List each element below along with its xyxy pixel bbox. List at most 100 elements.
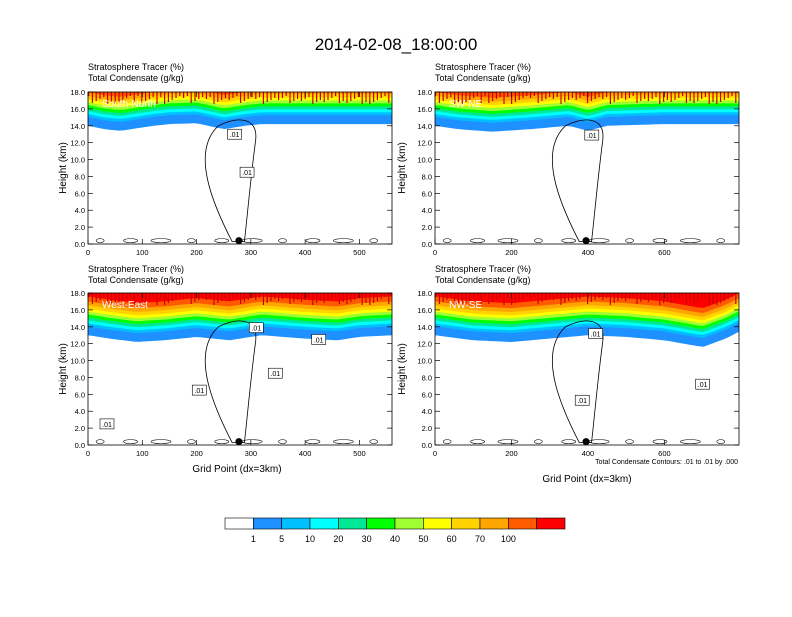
- tracer-streak: [346, 293, 348, 304]
- tracer-streak: [376, 293, 378, 301]
- panel-1-ylabel: Height (km): [58, 142, 69, 194]
- contour-label-box: [574, 394, 590, 406]
- colorbar-swatch: [281, 517, 311, 530]
- tracer-streak: [476, 92, 478, 96]
- contour-label: .01: [242, 170, 252, 177]
- x-tick-label: 200: [505, 248, 518, 257]
- tracer-streak: [685, 293, 687, 304]
- surface-contour: [95, 238, 105, 243]
- tracer-streak: [522, 293, 524, 299]
- tracer-streak: [609, 293, 611, 305]
- tracer-streak: [164, 293, 166, 305]
- y-tick-label: 8.0: [75, 373, 85, 382]
- colorbar-swatch: [224, 517, 254, 530]
- tracer-streak: [88, 92, 90, 96]
- tracer-streak: [373, 92, 375, 102]
- plot-area: .01 SW-NE: [435, 92, 739, 244]
- panel-1-var2: Total Condensate (g/kg): [88, 73, 184, 83]
- tracer-streak: [133, 92, 135, 103]
- tracer-streak: [281, 293, 283, 299]
- tracer-streak: [689, 293, 691, 302]
- tracer-band-11: [435, 92, 739, 93]
- location-marker: [582, 438, 590, 445]
- tracer-streak: [369, 293, 371, 305]
- tracer-streak: [350, 293, 352, 302]
- tracer-streak: [488, 293, 490, 304]
- tracer-streak: [693, 92, 695, 103]
- tracer-streak: [232, 92, 234, 98]
- tracer-streak: [579, 92, 581, 98]
- tracer-streak: [701, 293, 703, 300]
- tracer-streak: [152, 293, 154, 298]
- tracer-streak: [651, 92, 653, 99]
- y-tick-label: 6.0: [75, 390, 85, 399]
- tracer-streak: [454, 92, 456, 104]
- panel-2-var1: Stratosphere Tracer (%): [435, 62, 531, 72]
- contour-label-box: [191, 384, 207, 396]
- tracer-streak: [122, 92, 124, 100]
- tracer-streak: [323, 92, 325, 102]
- tracer-streak: [183, 293, 185, 299]
- tracer-streak: [270, 293, 272, 301]
- tracer-streak: [141, 92, 143, 103]
- y-tick-label: 8.0: [75, 172, 85, 181]
- colorbar-swatch: [253, 517, 282, 530]
- tracer-streak: [323, 293, 325, 303]
- x-tick-label: 600: [658, 449, 671, 458]
- surface-contour: [123, 238, 138, 243]
- tracer-streak: [701, 92, 703, 99]
- tracer-streak: [167, 92, 169, 102]
- surface-contour: [625, 238, 634, 243]
- contour-label: .01: [230, 132, 240, 139]
- y-tick-label: 16.0: [70, 105, 85, 114]
- surface-contour: [278, 439, 287, 444]
- tracer-streak: [640, 293, 642, 302]
- tracer-streak: [473, 92, 475, 98]
- tracer-streak: [167, 293, 169, 303]
- x-tick-label: 0: [86, 449, 90, 458]
- tracer-streak: [319, 92, 321, 100]
- surface-contour: [333, 439, 354, 444]
- tracer-streak: [198, 92, 200, 99]
- tracer-streak: [526, 92, 528, 96]
- tracer-streak: [312, 92, 314, 104]
- tracer-streak: [617, 92, 619, 100]
- surface-contour: [470, 238, 485, 243]
- tracer-streak: [632, 293, 634, 297]
- tracer-streak: [129, 92, 131, 96]
- tracer-streak: [663, 293, 665, 303]
- colorbar-label: 1: [251, 534, 256, 544]
- y-tick-label: 12.0: [417, 340, 432, 349]
- contour-label-box: [99, 418, 115, 430]
- panel-4-var2: Total Condensate (g/kg): [435, 275, 531, 285]
- tracer-streak: [278, 92, 280, 100]
- surface-contour: [716, 439, 726, 444]
- surface-contour: [187, 439, 196, 444]
- tracer-streak: [300, 293, 302, 302]
- tracer-streak: [514, 293, 516, 303]
- tracer-streak: [457, 293, 459, 303]
- contour-label: .01: [698, 382, 708, 389]
- y-tick-label: 10.0: [417, 357, 432, 366]
- contour-label: .01: [251, 326, 261, 333]
- tracer-streak: [365, 92, 367, 102]
- tracer-streak: [388, 293, 390, 304]
- x-tick-label: 400: [582, 449, 595, 458]
- surface-contour: [150, 439, 172, 444]
- surface-contour: [534, 439, 543, 444]
- surface-contour: [442, 238, 452, 243]
- tracer-streak: [186, 92, 188, 96]
- tracer-streak: [583, 293, 585, 297]
- tracer-streak: [137, 293, 139, 297]
- tracer-streak: [735, 92, 737, 103]
- tracer-streak: [221, 92, 223, 100]
- x-tick-label: 500: [353, 449, 366, 458]
- surface-contour: [716, 238, 726, 243]
- x-tick-label: 0: [86, 248, 90, 257]
- tracer-streak: [243, 293, 245, 302]
- tracer-streak: [274, 92, 276, 98]
- x-tick-label: 100: [136, 248, 149, 257]
- tracer-streak: [461, 293, 463, 305]
- tracer-streak: [160, 293, 162, 298]
- tracer-streak: [723, 293, 725, 301]
